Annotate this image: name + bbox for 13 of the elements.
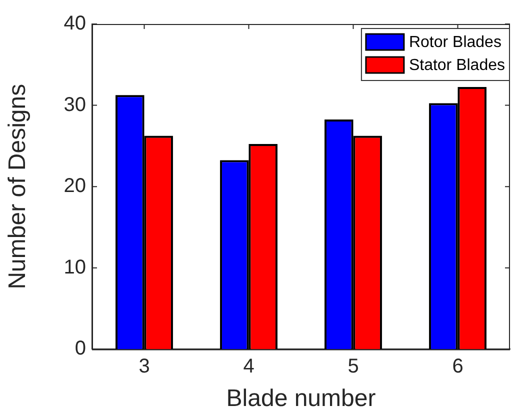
x-tick-label: 5 bbox=[348, 356, 359, 378]
legend-label: Rotor Blades bbox=[408, 34, 502, 51]
x-axis-title: Blade number bbox=[226, 385, 376, 412]
x-tick-label: 3 bbox=[138, 356, 150, 378]
y-axis-title: Number of Designs bbox=[4, 84, 32, 290]
y-tick-label: 20 bbox=[64, 175, 86, 198]
y-tick-label: 10 bbox=[64, 256, 86, 278]
x-tick-label: 4 bbox=[243, 356, 254, 378]
legend-label: Stator Blades bbox=[408, 56, 506, 74]
y-tick-label: 40 bbox=[64, 12, 86, 35]
y-tick-label: 0 bbox=[74, 338, 86, 360]
y-tick-label: 30 bbox=[64, 94, 86, 116]
x-tick-label: 6 bbox=[452, 356, 464, 378]
